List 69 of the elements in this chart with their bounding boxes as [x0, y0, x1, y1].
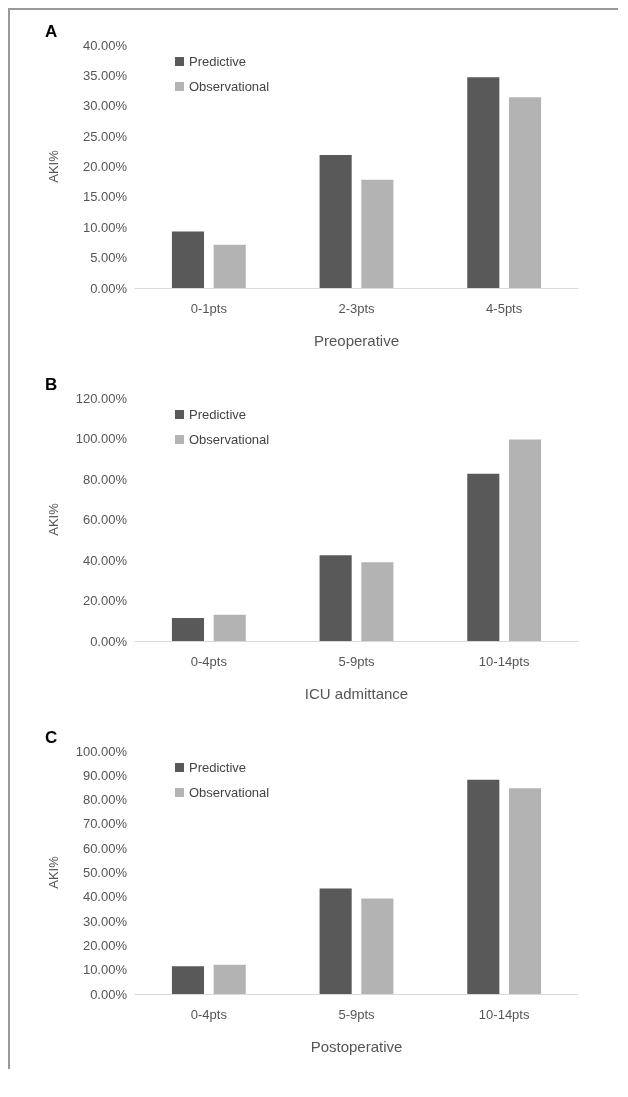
x-tick-label: 5-9pts — [338, 1007, 376, 1022]
y-tick-label: 20.00% — [82, 593, 128, 608]
y-tick-label: 40.00% — [82, 37, 128, 53]
y-tick-label: 30.00% — [82, 913, 128, 929]
bar — [171, 617, 205, 641]
bar — [213, 614, 246, 641]
y-tick-label: 15.00% — [82, 189, 128, 205]
x-axis-title: Postoperative — [310, 1038, 403, 1055]
y-tick-label: 100.00% — [75, 431, 128, 446]
y-tick-label: 0.00% — [90, 280, 128, 296]
y-tick-label: 5.00% — [90, 250, 128, 266]
bar — [171, 231, 205, 288]
y-tick-label: 20.00% — [82, 159, 128, 174]
bar — [467, 77, 500, 288]
bar — [213, 964, 246, 994]
x-axis-title: Preoperative — [313, 332, 400, 349]
x-tick-label: 4-5pts — [486, 301, 523, 316]
bar — [213, 244, 246, 288]
chart-title: B — [45, 375, 58, 394]
legend-label: Predictive — [189, 407, 247, 422]
y-tick-label: 70.00% — [82, 816, 128, 832]
y-tick-label: 0.00% — [90, 986, 128, 1002]
bar — [319, 154, 352, 288]
y-tick-label: 50.00% — [82, 865, 128, 880]
bar — [508, 439, 542, 641]
bar — [467, 779, 500, 994]
x-tick-label: 10-14pts — [478, 654, 530, 669]
y-tick-label: 0.00% — [90, 633, 128, 649]
bar — [361, 898, 394, 994]
chart-title: C — [45, 728, 58, 747]
legend-label: Predictive — [189, 54, 247, 69]
y-tick-label: 60.00% — [82, 512, 128, 527]
y-tick-label: 60.00% — [82, 840, 128, 856]
y-tick-label: 35.00% — [82, 67, 128, 83]
bar — [171, 966, 205, 994]
y-axis-title: AKI% — [46, 855, 61, 889]
y-tick-label: 80.00% — [82, 471, 128, 487]
y-tick-label: 40.00% — [82, 889, 128, 905]
bar — [361, 179, 394, 288]
y-tick-label: 40.00% — [82, 552, 128, 568]
legend-label: Observational — [189, 785, 270, 800]
bar — [361, 562, 394, 641]
y-tick-label: 120.00% — [75, 390, 128, 406]
y-tick-label: 90.00% — [82, 767, 128, 783]
y-axis-title: AKI% — [46, 149, 61, 183]
y-tick-label: 25.00% — [82, 128, 128, 144]
x-tick-label: 0-1pts — [190, 301, 228, 316]
bar — [319, 555, 352, 641]
x-tick-label: 10-14pts — [478, 1007, 530, 1022]
legend-label: Observational — [189, 432, 270, 447]
legend-label: Predictive — [189, 760, 247, 775]
x-tick-label: 0-4pts — [190, 1007, 228, 1022]
y-tick-label: 100.00% — [75, 743, 128, 759]
y-tick-label: 10.00% — [82, 962, 128, 978]
legend-label: Observational — [189, 79, 270, 94]
x-tick-label: 5-9pts — [338, 654, 376, 669]
y-tick-label: 20.00% — [82, 937, 128, 953]
bar — [508, 97, 542, 288]
x-axis-title: ICU admittance — [304, 685, 409, 702]
x-tick-label: 0-4pts — [190, 654, 228, 669]
x-tick-label: 2-3pts — [338, 301, 376, 316]
bar — [508, 788, 542, 994]
y-tick-label: 80.00% — [82, 792, 128, 808]
bar — [467, 473, 500, 641]
bar — [319, 888, 352, 994]
y-axis-title: AKI% — [46, 502, 61, 536]
y-tick-label: 30.00% — [82, 98, 128, 114]
chart-title: A — [45, 22, 58, 41]
y-tick-label: 10.00% — [82, 219, 128, 235]
